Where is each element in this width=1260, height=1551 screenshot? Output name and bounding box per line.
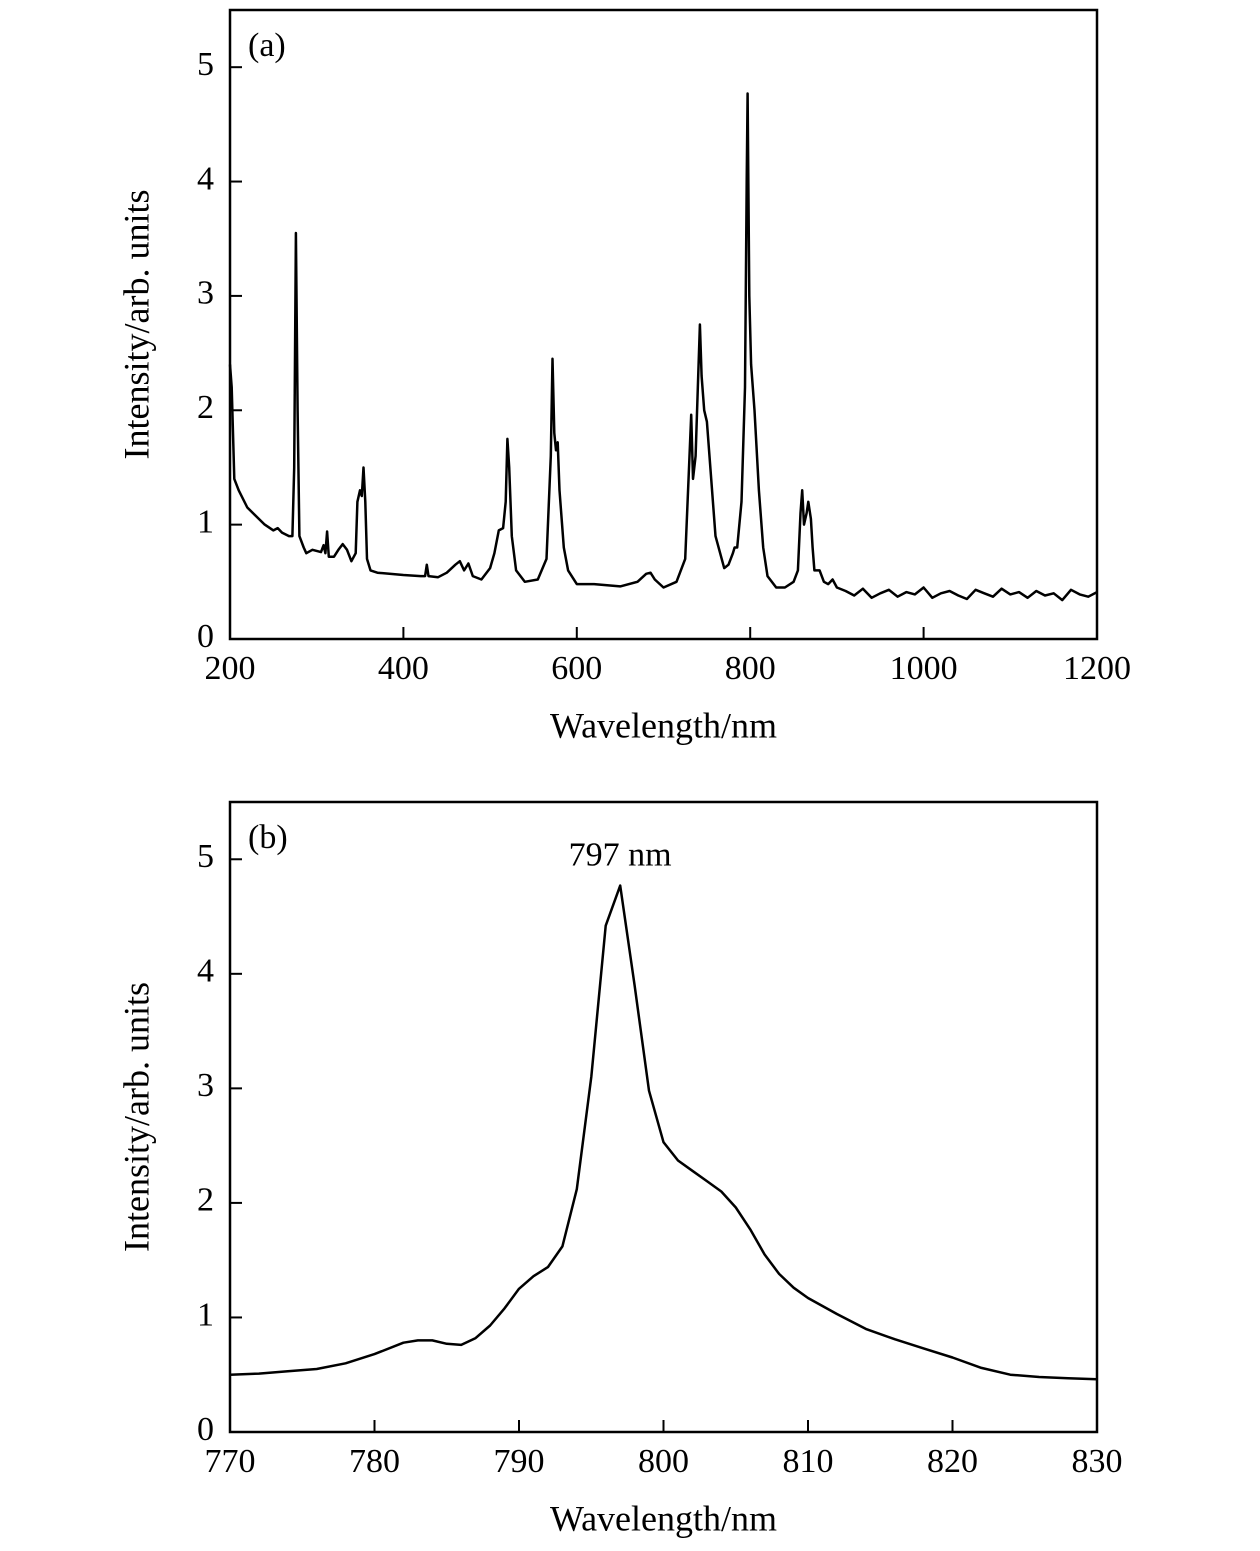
y-tick-label: 5 — [197, 46, 214, 83]
x-tick-label: 1200 — [1063, 650, 1131, 687]
y-tick-label: 0 — [197, 618, 214, 655]
x-tick-label: 800 — [725, 650, 776, 687]
panel-label: (a) — [248, 27, 286, 64]
x-tick-label: 800 — [638, 1443, 689, 1480]
y-tick-label: 1 — [197, 1296, 214, 1333]
plot-frame — [228, 800, 1099, 1434]
y-tick-label: 0 — [197, 1411, 214, 1448]
spectrum-line — [229, 884, 1098, 1381]
y-tick-label: 4 — [197, 160, 214, 197]
x-axis-title: Wavelength/nm — [550, 1498, 777, 1538]
x-tick-label: 770 — [205, 1443, 256, 1480]
x-tick-label: 1000 — [890, 650, 958, 687]
spectrum-line — [228, 92, 1098, 602]
y-axis-title: Intensity/arb. units — [116, 190, 156, 460]
y-tick-label: 2 — [197, 389, 214, 426]
peak-annotation: 797 nm — [569, 836, 672, 873]
x-tick-label: 820 — [927, 1443, 978, 1480]
x-tick-label: 830 — [1072, 1443, 1123, 1480]
y-tick-label: 4 — [197, 953, 214, 990]
x-tick-label: 200 — [205, 650, 256, 687]
y-tick-label: 2 — [197, 1182, 214, 1219]
y-tick-label: 1 — [197, 503, 214, 540]
y-tick-label: 3 — [197, 1067, 214, 1104]
panel-label: (b) — [248, 819, 288, 856]
x-tick-label: 780 — [349, 1443, 400, 1480]
x-tick-label: 790 — [494, 1443, 545, 1480]
x-tick-label: 400 — [378, 650, 429, 687]
y-tick-label: 5 — [197, 838, 214, 875]
x-tick-label: 600 — [551, 650, 602, 687]
plot-frame — [228, 8, 1099, 641]
y-axis-title: Intensity/arb. units — [116, 982, 156, 1252]
x-axis-title: Wavelength/nm — [550, 705, 777, 745]
y-tick-label: 3 — [197, 275, 214, 312]
x-tick-label: 810 — [783, 1443, 834, 1480]
